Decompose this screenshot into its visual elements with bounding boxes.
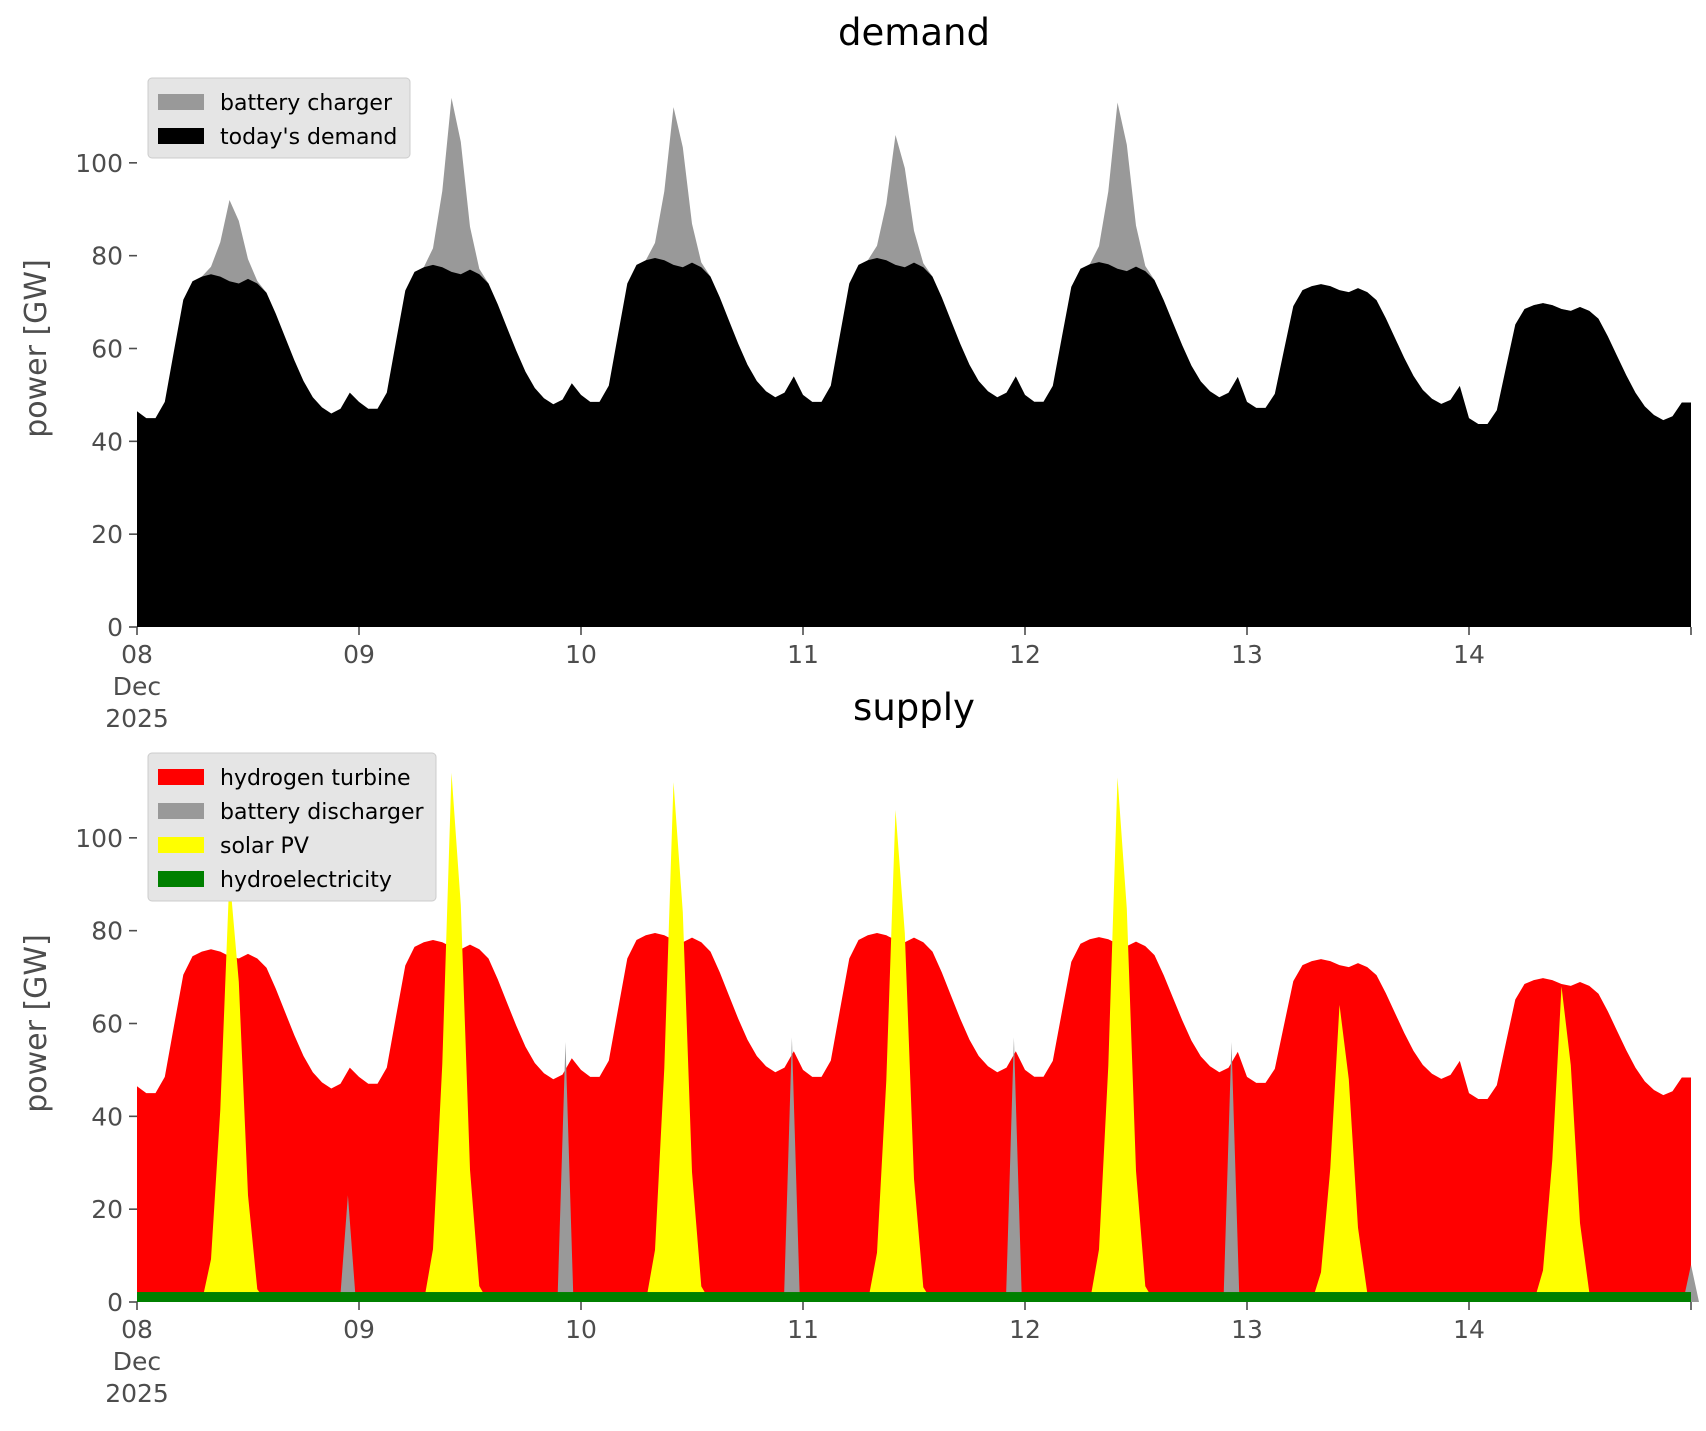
y-tick-label: 40 [91,427,123,456]
x-tick-label: 12 [1009,640,1041,669]
x-tick-label: Dec [113,672,161,701]
series-solar-pv-day-4 [1089,777,1155,1302]
legend-box [147,752,437,902]
chart-title: supply [853,686,975,729]
series-solar-pv-day-0 [201,875,267,1302]
x-tick-label: 12 [1009,1315,1041,1344]
y-tick-label: 0 [107,613,123,642]
y-axis-label: power [GW] [19,934,54,1113]
x-tick-label: 14 [1453,640,1485,669]
battery-discharger-spike [1223,1042,1240,1302]
battery-discharger-spike [1005,1037,1022,1302]
x-tick-label: 11 [787,640,819,669]
y-tick-label: 80 [91,917,123,946]
y-tick-label: 100 [75,149,123,178]
series-solar-pv-day-1 [423,772,489,1302]
series-solar-pv-day-2 [645,782,711,1302]
x-tick-label: 10 [565,1315,597,1344]
y-tick-label: 20 [91,1195,123,1224]
x-tick-label: Dec [113,1347,161,1376]
y-tick-label: 40 [91,1102,123,1131]
y-tick-label: 60 [91,1010,123,1039]
x-tick-label: 09 [343,640,375,669]
series-solar-pv-day-6 [1533,986,1599,1302]
battery-discharger-spike [783,1037,800,1302]
x-tick-label: 14 [1453,1315,1485,1344]
series-solar-pv-day-5 [1311,1004,1377,1302]
y-tick-label: 100 [75,824,123,853]
legend-label: battery charger [220,91,393,116]
legend-swatch [158,769,204,785]
y-axis-label: power [GW] [19,259,54,438]
series-hydrogen-turbine [137,933,1691,1302]
legend-label: hydroelectricity [220,868,392,893]
supply-panel: supply power [GW] 0 20 40 60 80 100 08 Dec 2025 09 1… [19,686,1699,1408]
series-today-s-demand [137,258,1691,627]
x-tick-label: 13 [1231,1315,1263,1344]
legend-swatch [158,94,204,110]
x-tick-label: 08 [121,1315,153,1344]
y-tick-label: 80 [91,242,123,271]
series-solar-pv-day-3 [867,810,933,1302]
x-tick-label: 13 [1231,640,1263,669]
legend-swatch [158,871,204,887]
legend-label: solar PV [220,834,309,859]
series-hydroelectricity [137,1292,1691,1302]
x-tick-label: 08 [121,640,153,669]
x-tick-label: 09 [343,1315,375,1344]
demand-panel: demand power [GW] 0 20 40 60 80 100 08 Dec 2025 09 1… [19,11,1692,733]
x-tick-label: 2025 [105,1379,169,1408]
x-tick-label: 11 [787,1315,819,1344]
y-tick-label: 20 [91,520,123,549]
battery-discharger-spike [557,1042,574,1302]
legend-swatch [158,837,204,853]
legend-swatch [158,128,204,144]
battery-discharger-spike [339,1195,356,1302]
x-tick-label: 2025 [105,704,169,733]
chart-title: demand [838,11,990,54]
legend-label: battery discharger [220,800,425,825]
y-tick-label: 0 [107,1288,123,1317]
legend-label: today's demand [220,125,397,150]
legend-box [147,77,411,159]
x-tick-label: 10 [565,640,597,669]
legend-swatch [158,803,204,819]
legend-label: hydrogen turbine [220,766,411,791]
y-tick-label: 60 [91,335,123,364]
